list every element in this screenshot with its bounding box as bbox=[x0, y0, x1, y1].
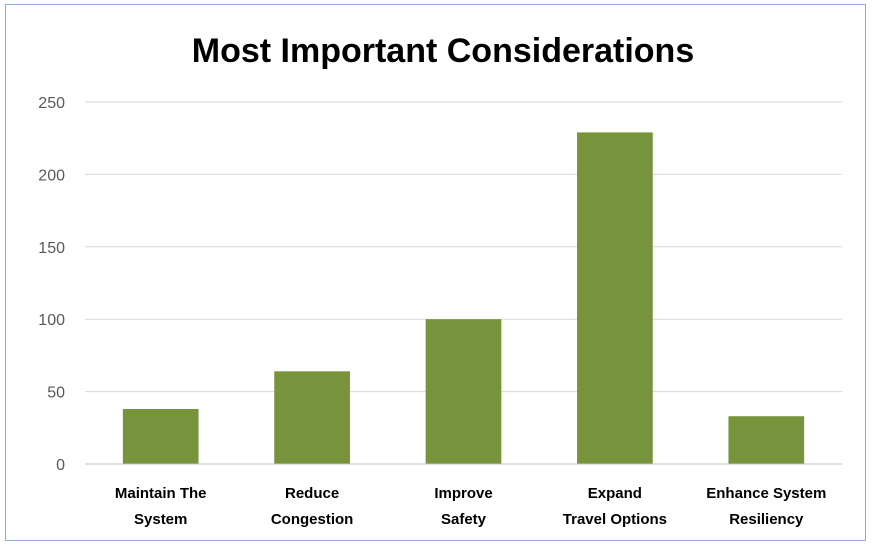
y-tick-label: 200 bbox=[38, 167, 65, 184]
bar bbox=[728, 416, 805, 464]
x-axis-ticks: Maintain The System Reduce Congestion Improv… bbox=[115, 485, 826, 528]
x-tick-label: Travel Options bbox=[563, 511, 667, 528]
x-tick-label: Resiliency bbox=[729, 511, 804, 528]
bar bbox=[577, 132, 653, 464]
x-tick-label: Safety bbox=[441, 511, 487, 528]
chart-title: Most Important Considerations bbox=[192, 32, 694, 70]
bar bbox=[122, 408, 199, 464]
x-tick-label: System bbox=[134, 511, 187, 528]
y-tick-label: 50 bbox=[47, 385, 65, 402]
x-tick-label: Enhance System bbox=[706, 485, 826, 502]
bars bbox=[122, 132, 805, 464]
x-tick-label: Expand bbox=[588, 485, 642, 502]
y-axis-ticks: 0 50 100 150 200 250 bbox=[38, 95, 65, 474]
x-tick-label: Maintain The bbox=[115, 485, 207, 502]
y-tick-label: 100 bbox=[38, 312, 65, 329]
bar bbox=[425, 319, 502, 464]
x-tick-label: Reduce bbox=[285, 485, 339, 502]
bar bbox=[274, 371, 350, 464]
x-tick-label: Improve bbox=[434, 485, 492, 502]
x-tick-label: Congestion bbox=[271, 511, 354, 528]
y-tick-label: 250 bbox=[38, 95, 65, 112]
y-tick-label: 0 bbox=[56, 457, 65, 474]
y-tick-label: 150 bbox=[38, 240, 65, 257]
